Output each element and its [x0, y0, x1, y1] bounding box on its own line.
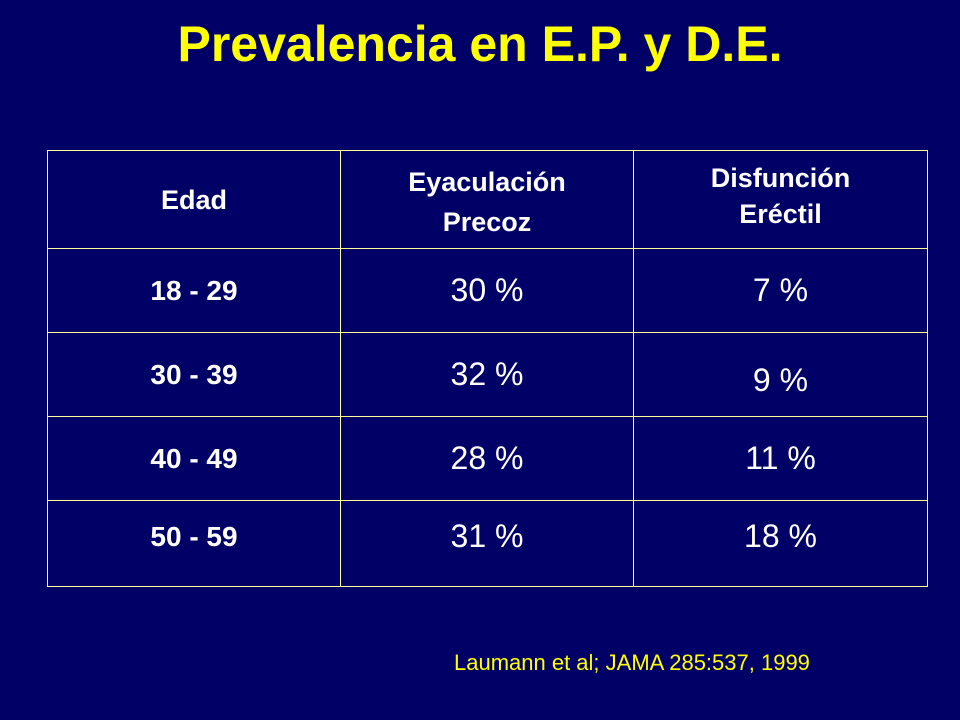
- age-cell: 18 - 29: [47, 248, 341, 333]
- header-de-line1: Disfunción: [710, 162, 851, 193]
- header-erectile-dysfunction: Disfunción Eréctil: [633, 150, 928, 249]
- ep-cell: 28 %: [340, 416, 634, 501]
- citation-text: Laumann et al; JAMA 285:537, 1999: [454, 650, 810, 675]
- header-age: Edad: [47, 150, 341, 249]
- age-cell: 50 - 59: [47, 500, 341, 587]
- age-cell: 40 - 49: [47, 416, 341, 501]
- age-cell: 30 - 39: [47, 332, 341, 417]
- de-cell: 11 %: [633, 416, 928, 501]
- de-cell: 7 %: [633, 248, 928, 333]
- header-ep-line1: Eyaculación: [408, 166, 566, 197]
- ep-cell: 30 %: [340, 248, 634, 333]
- prevalence-table: Edad Eyaculación Precoz Disfunción Eréct…: [47, 150, 928, 587]
- table-row: 50 - 59 31 % 18 %: [47, 500, 928, 587]
- de-cell: 18 %: [633, 500, 928, 587]
- header-premature-ejaculation: Eyaculación Precoz: [340, 150, 634, 249]
- ep-cell: 31 %: [340, 500, 634, 587]
- header-ep-line2: Precoz: [442, 206, 532, 237]
- slide-title: Prevalencia en E.P. y D.E.: [177, 16, 783, 72]
- table-row: 18 - 29 30 % 7 %: [47, 248, 928, 333]
- table-header-row: Edad Eyaculación Precoz Disfunción Eréct…: [47, 150, 928, 249]
- table-row: 30 - 39 32 % 9 %: [47, 332, 928, 417]
- de-cell: 9 %: [633, 332, 928, 417]
- header-age-label: Edad: [160, 184, 227, 215]
- ep-cell: 32 %: [340, 332, 634, 417]
- table-row: 40 - 49 28 % 11 %: [47, 416, 928, 501]
- header-de-line2: Eréctil: [739, 198, 822, 229]
